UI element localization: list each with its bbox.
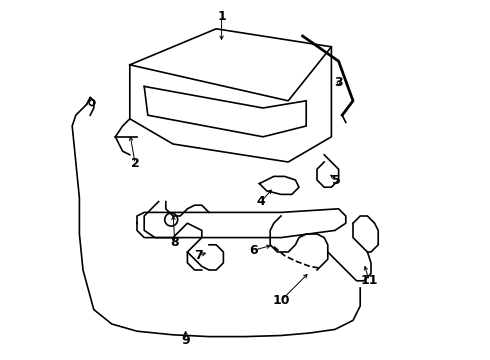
Text: 2: 2 [131,157,140,170]
Text: 9: 9 [181,334,190,347]
Text: 5: 5 [332,174,341,186]
Text: 1: 1 [217,10,226,23]
Text: 8: 8 [171,237,179,249]
Text: 11: 11 [361,274,378,287]
Text: 3: 3 [334,76,343,89]
Text: 4: 4 [257,195,266,208]
Text: 7: 7 [194,249,202,262]
Text: 6: 6 [250,244,258,257]
Text: 10: 10 [272,294,290,307]
